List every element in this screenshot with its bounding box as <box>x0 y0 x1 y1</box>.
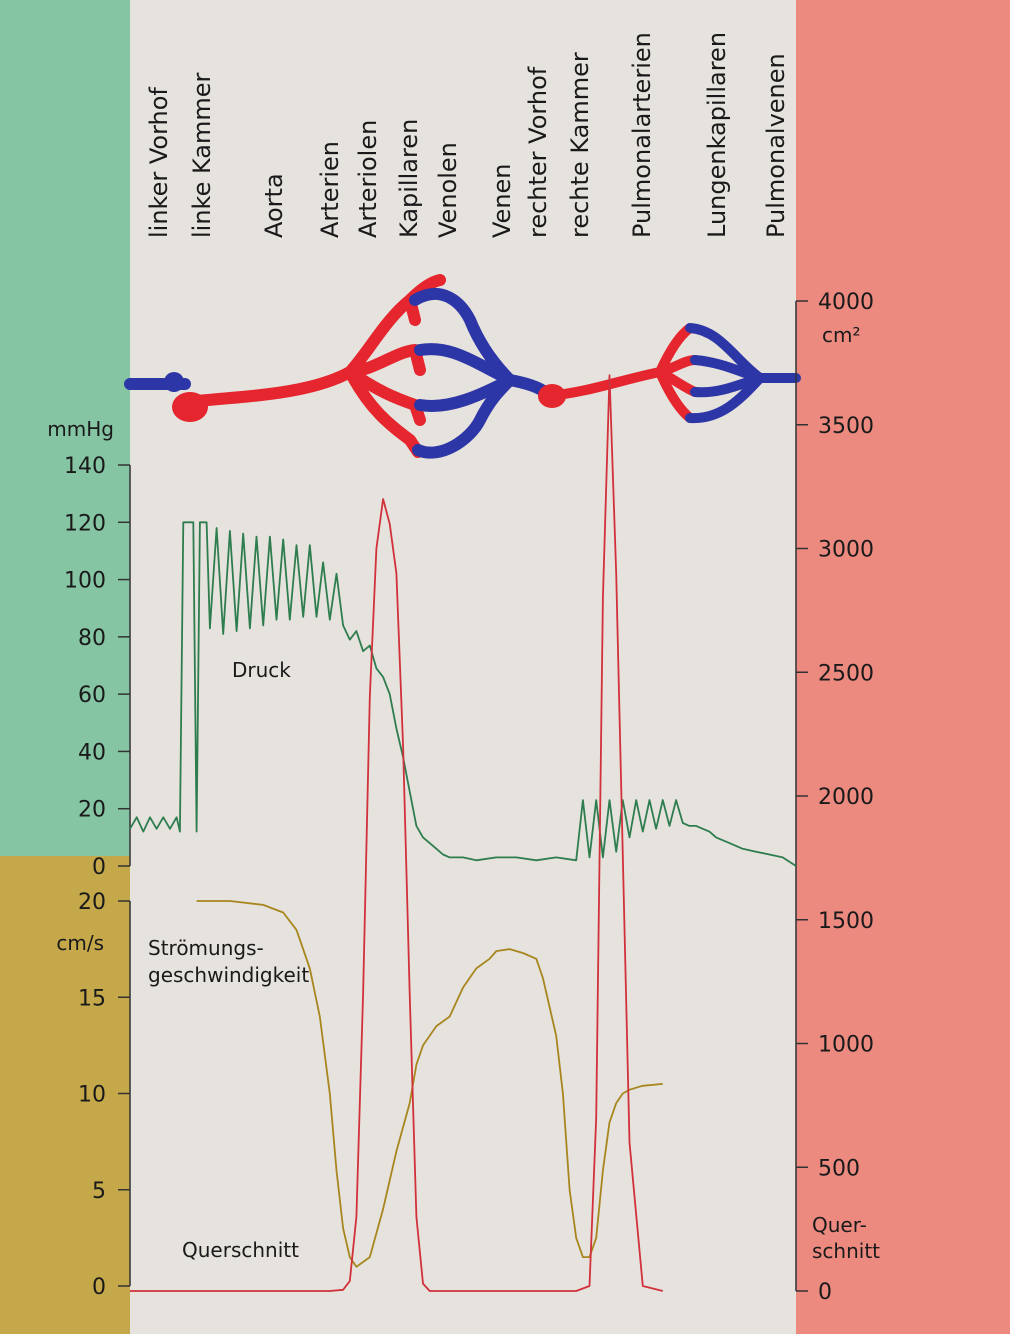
velocity-tick-label: 10 <box>78 1083 106 1108</box>
velocity-unit-label: cm/s <box>56 931 104 955</box>
cross-section-tick-label: 4000 <box>818 290 874 315</box>
vessel-label-2: Aorta <box>260 173 288 238</box>
velocity-tick-label: 20 <box>78 890 106 915</box>
vessel-label-5: Kapillaren <box>395 119 423 238</box>
cross-section-band <box>796 0 1010 1334</box>
pressure-band <box>0 0 130 856</box>
pressure-tick-label: 100 <box>64 569 106 594</box>
vessel-label-1: linke Kammer <box>188 72 216 238</box>
pressure-tick-label: 20 <box>78 798 106 823</box>
vessel-tree <box>124 274 801 459</box>
cross-section-axis-label-line1: Quer- <box>812 1213 867 1237</box>
series-line-cross_section <box>130 374 664 1292</box>
vessel-label-0: linker Vorhof <box>145 87 173 238</box>
page-band <box>130 0 796 1334</box>
vessel-label-6: Venolen <box>434 142 462 238</box>
series-label-stroemung-line2: geschwindigkeit <box>148 963 309 987</box>
pressure-tick-label: 60 <box>78 683 106 708</box>
cross-section-tick-label: 500 <box>818 1156 860 1181</box>
vessel-label-9: rechte Kammer <box>566 52 594 238</box>
vessel-label-12: Pulmonalvenen <box>762 53 790 238</box>
vessel-label-7: Venen <box>488 163 516 238</box>
pressure-tick-label: 0 <box>92 855 106 880</box>
pulmonary-vein-tree <box>685 323 801 424</box>
cross-section-unit-label: cm² <box>822 323 861 347</box>
velocity-band <box>0 856 130 1334</box>
systemic-vein-tree <box>124 288 551 459</box>
series <box>129 374 797 1292</box>
cross-section-tick-label: 2000 <box>818 785 874 810</box>
velocity-tick-label: 15 <box>78 986 106 1011</box>
cross-section-tick-label: 3000 <box>818 538 874 563</box>
cross-section-tick-label: 0 <box>818 1280 832 1305</box>
series-line-velocity <box>196 900 663 1268</box>
cross-section-tick-label: 1500 <box>818 909 874 934</box>
series-label-stroemung-line1: Strömungs- <box>148 936 264 960</box>
pressure-tick-label: 40 <box>78 740 106 765</box>
vessel-label-4: Arteriolen <box>354 120 382 238</box>
velocity-tick-label: 5 <box>92 1179 106 1204</box>
vessel-label-8: rechter Vorhof <box>524 66 552 238</box>
velocity-tick-label: 0 <box>92 1275 106 1300</box>
series-label-querschnitt: Querschnitt <box>182 1238 299 1262</box>
left-heart-atrium <box>164 372 184 392</box>
vessel-label-3: Arterien <box>316 141 344 238</box>
cross-section-axis-label-line2: schnitt <box>812 1239 880 1263</box>
systemic-artery-tree <box>179 274 446 458</box>
pressure-tick-label: 140 <box>64 454 106 479</box>
vessel-labels: linker Vorhof linke Kammer Aorta Arterien Ar… <box>145 32 790 238</box>
left-heart-ventricle <box>172 392 208 422</box>
cross-section-tick-label: 1000 <box>818 1033 874 1058</box>
cross-section-tick-label: 3500 <box>818 414 874 439</box>
right-heart-ventricle <box>538 384 566 408</box>
axes: 0 20 40 60 80 100 120 140 0 5 10 15 20 0 500 1000 1500 20… <box>64 290 874 1305</box>
pressure-tick-label: 120 <box>64 511 106 536</box>
vessel-label-10: Pulmonalarterien <box>628 32 656 238</box>
vessel-label-11: Lungenkapillaren <box>703 32 731 238</box>
pressure-unit-label: mmHg <box>47 417 114 441</box>
series-label-druck: Druck <box>232 658 291 682</box>
series-line-pressure <box>129 521 797 867</box>
pulmonary-artery-tree <box>543 323 700 423</box>
cross-section-tick-label: 2500 <box>818 661 874 686</box>
pressure-tick-label: 80 <box>78 626 106 651</box>
